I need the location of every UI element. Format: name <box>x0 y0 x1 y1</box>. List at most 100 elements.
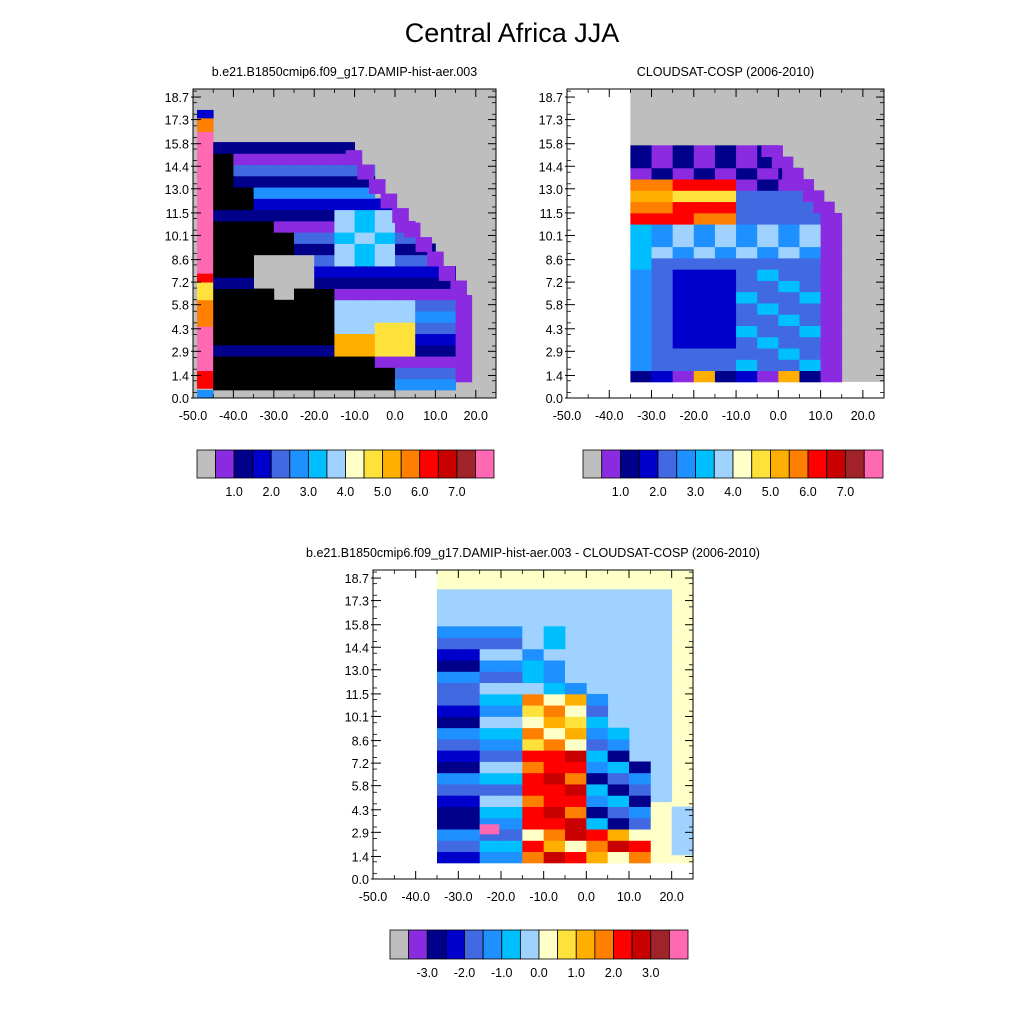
heatmap-cell <box>435 378 456 391</box>
y-tick-label: 1.4 <box>352 850 369 864</box>
colorbar-swatch <box>389 929 410 960</box>
heatmap-cell <box>543 660 566 672</box>
heatmap-cell <box>374 356 396 368</box>
heatmap-cell <box>253 175 275 188</box>
heatmap-cell <box>233 232 254 244</box>
heatmap-cell <box>354 322 376 335</box>
heatmap-cell <box>197 264 214 274</box>
heatmap-cell <box>501 648 523 661</box>
heatmap-cell <box>435 277 456 289</box>
heatmap-cell <box>543 851 566 864</box>
heatmap-cell <box>334 288 355 301</box>
heatmap-cell <box>354 198 376 211</box>
heatmap-cell <box>415 322 436 335</box>
x-tick-label: -40.0 <box>401 890 430 904</box>
heatmap-panel-2: CLOUDSAT-COSP (2006-2010) 0.0 1.4 2.9 4.3 5.8… <box>539 65 885 499</box>
heatmap-cell <box>415 356 436 368</box>
heatmap-cell <box>651 348 674 360</box>
heatmap-cell <box>233 322 254 335</box>
colorbar-label: 1.0 <box>568 966 585 980</box>
heatmap-cell <box>565 705 587 717</box>
heatmap-cell <box>672 269 695 281</box>
heatmap-cell <box>233 175 254 188</box>
heatmap-cell <box>314 378 335 391</box>
heatmap-cell <box>479 795 502 807</box>
colorbar-label: 6.0 <box>799 485 816 499</box>
heatmap-cell <box>374 220 396 233</box>
heatmap-cell <box>197 184 214 195</box>
heatmap-cell <box>253 367 275 380</box>
y-tick-label: 0.0 <box>546 392 563 406</box>
heatmap-cell <box>233 311 254 323</box>
heatmap-cell <box>651 336 674 349</box>
heatmap-cell <box>736 257 758 270</box>
heatmap-cell <box>458 716 481 729</box>
x-tick-label: -20.0 <box>300 409 329 423</box>
heatmap-cell <box>736 145 758 157</box>
heatmap-cell <box>213 277 234 289</box>
heatmap-cell <box>253 344 275 357</box>
colorbar-swatch <box>519 929 540 960</box>
heatmap-cell <box>714 359 737 372</box>
heatmap-cell <box>273 164 295 177</box>
heatmap-cell <box>479 626 502 638</box>
heatmap-cell <box>374 322 396 335</box>
heatmap-cell <box>354 266 376 278</box>
heatmap-cell <box>586 738 609 751</box>
heatmap-cell <box>314 367 335 380</box>
heatmap-cell <box>693 246 716 259</box>
heatmap-cell <box>253 333 275 346</box>
heatmap-cell <box>522 705 545 717</box>
heatmap-cell <box>630 179 652 191</box>
heatmap-cell <box>314 198 335 211</box>
heatmap-cell <box>479 727 502 740</box>
heatmap-cell <box>253 153 275 166</box>
heatmap-cell <box>415 237 433 252</box>
heatmap-cell <box>736 269 758 281</box>
heatmap-cell <box>197 344 214 354</box>
heatmap-cell <box>314 311 335 323</box>
heatmap-cell <box>458 637 481 650</box>
heatmap-cell <box>693 325 716 338</box>
heatmap-cell <box>294 232 315 244</box>
heatmap-cell <box>437 750 459 762</box>
heatmap-cell <box>354 254 376 267</box>
heatmap-cell <box>651 257 674 270</box>
heatmap-cell <box>651 291 674 304</box>
heatmap-cell <box>736 359 758 372</box>
heatmap-cell <box>435 311 456 323</box>
heatmap-cell <box>374 333 396 346</box>
heatmap-cell <box>294 333 315 346</box>
heatmap-cell <box>630 359 652 372</box>
heatmap-cell <box>197 158 214 168</box>
heatmap-cell <box>522 851 545 864</box>
heatmap-cell <box>334 209 355 222</box>
heatmap-cell <box>799 303 821 315</box>
panel-title: b.e21.B1850cmip6.f09_g17.DAMIP-hist-aer.… <box>306 546 760 560</box>
heatmap-cell <box>213 344 234 357</box>
heatmap-cell <box>435 344 456 357</box>
heatmap-cell <box>314 232 335 244</box>
heatmap-cell <box>630 257 652 270</box>
heatmap-cell <box>253 311 275 323</box>
heatmap-cell <box>693 201 716 214</box>
heatmap-cell <box>435 367 456 380</box>
heatmap-cell <box>778 212 800 225</box>
heatmap-cell <box>395 232 416 244</box>
heatmap-cell <box>522 761 545 774</box>
y-tick-label: 10.1 <box>539 229 563 243</box>
heatmap-cell <box>334 175 355 188</box>
heatmap-cell <box>479 784 502 796</box>
colorbar-swatch <box>601 449 621 479</box>
heatmap-cell <box>799 280 821 293</box>
heatmap-cell <box>253 243 275 256</box>
heatmap-cell <box>233 164 254 177</box>
heatmap-cell <box>253 198 275 211</box>
heatmap-cell <box>479 705 502 717</box>
heatmap-cell <box>374 232 396 244</box>
heatmap-cell <box>522 671 545 684</box>
heatmap-cell <box>334 142 355 154</box>
heatmap-cell <box>479 738 502 751</box>
heatmap-cell <box>757 212 779 225</box>
heatmap-cell <box>501 851 523 864</box>
